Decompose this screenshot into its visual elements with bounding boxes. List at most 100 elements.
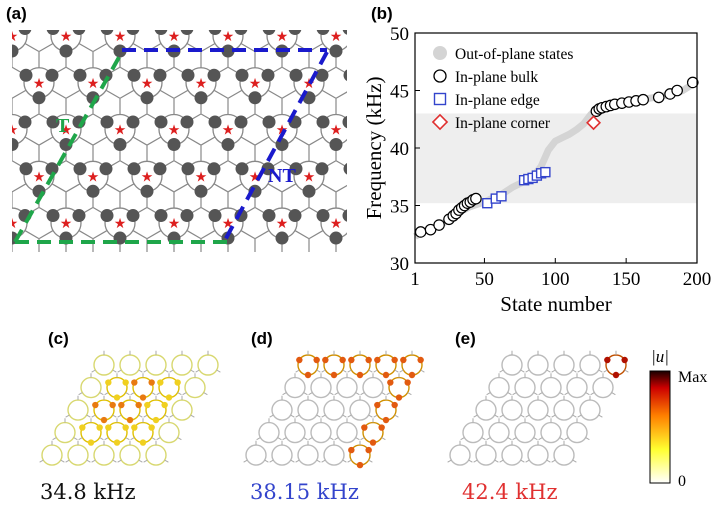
mode-ring <box>80 376 102 399</box>
mode-bond <box>164 369 169 373</box>
mode-bond <box>533 392 538 396</box>
mode-bond <box>460 437 465 441</box>
mode-ring <box>488 376 510 399</box>
mode-node <box>296 356 303 364</box>
mode-bond <box>559 437 564 441</box>
mode-bond <box>407 392 412 396</box>
mode-bond <box>551 459 556 463</box>
mode-bond <box>295 369 300 373</box>
mode-node <box>131 379 138 386</box>
mode-bond <box>130 392 135 396</box>
mode-node <box>100 416 108 424</box>
mode-node <box>374 356 381 364</box>
mode-ring <box>527 354 549 376</box>
mode-bond <box>60 459 65 463</box>
mode-bond <box>151 437 156 441</box>
colorbar-min: 0 <box>678 473 686 490</box>
mode-bond <box>164 414 169 418</box>
mode-node <box>365 446 372 454</box>
mode-bond <box>360 437 365 441</box>
mode-bond <box>78 392 83 396</box>
mode-bond <box>577 369 582 373</box>
mode-bond <box>499 414 504 418</box>
mode-bond <box>499 459 504 463</box>
mode-node <box>144 401 151 409</box>
mode-ring <box>271 399 293 421</box>
legend-marker-bulk <box>433 69 447 83</box>
mode-bond <box>151 392 156 396</box>
mode-ring <box>310 421 332 444</box>
mode-bond <box>481 437 486 441</box>
mode-bond <box>538 392 543 396</box>
mode-ring <box>119 354 141 376</box>
mode-ring <box>553 354 575 376</box>
mode-bond <box>342 414 347 418</box>
mode-bond <box>512 392 517 396</box>
legend-marker-out-of-plane <box>433 46 447 60</box>
legend-label-corner: In-plane corner <box>455 115 551 132</box>
mode-node <box>387 379 394 386</box>
mode-ring <box>145 354 167 376</box>
mode-lattice-c <box>39 350 221 466</box>
mode-bond <box>143 459 148 463</box>
mode-bond <box>572 369 577 373</box>
mode-bond <box>316 414 321 418</box>
mode-ring <box>184 376 206 399</box>
mode-bond <box>177 437 182 441</box>
mode-bond <box>329 392 334 396</box>
mode-ring <box>566 421 588 444</box>
mode-ring <box>336 421 358 444</box>
mode-node <box>161 401 168 409</box>
mode-bond <box>125 437 130 441</box>
mode-node <box>139 439 147 446</box>
mode-ring <box>462 421 484 444</box>
mode-node <box>322 356 329 364</box>
mode-bond <box>117 369 122 373</box>
mode-bond <box>91 369 96 373</box>
y-tick-label: 35 <box>390 197 409 218</box>
mode-bond <box>91 414 96 418</box>
mode-bond <box>624 369 629 373</box>
mode-bond <box>546 369 551 373</box>
mode-bond <box>572 414 577 418</box>
mode-bond <box>494 414 499 418</box>
mode-bond <box>368 369 373 373</box>
mode-bond <box>73 437 78 441</box>
mode-ring <box>553 444 575 466</box>
mode-bond <box>65 459 70 463</box>
mode-lattice-d <box>243 350 425 469</box>
mode-node <box>113 439 121 446</box>
mode-ring <box>514 421 536 444</box>
mode-node <box>378 424 385 431</box>
mode-bond <box>525 414 530 418</box>
mode-ring <box>323 444 345 466</box>
mode-bond <box>585 437 590 441</box>
panel-d-label: (d) <box>251 329 273 348</box>
mode-bond <box>368 459 373 463</box>
mode-ring <box>488 421 510 444</box>
mode-ring <box>284 421 306 444</box>
point-bulk <box>637 93 649 106</box>
x-tick-label: 150 <box>612 269 641 290</box>
mode-bond <box>603 369 608 373</box>
mode-ring <box>553 399 575 421</box>
mode-node <box>122 379 129 386</box>
mode-ring <box>527 444 549 466</box>
colorbar-max: Max <box>678 369 707 386</box>
mode-node <box>417 356 424 364</box>
mode-bond <box>334 437 339 441</box>
mode-bond <box>112 369 117 373</box>
mode-node <box>361 424 368 431</box>
mode-bond <box>546 414 551 418</box>
bandgap-band <box>415 113 697 204</box>
mode-node <box>408 371 416 379</box>
panel-b-label: (b) <box>371 4 393 23</box>
y-tick-label: 45 <box>390 82 409 103</box>
mode-ring <box>67 444 89 466</box>
y-tick-label: 30 <box>390 254 409 275</box>
mode-bond <box>156 437 161 441</box>
mode-node <box>339 356 346 364</box>
point-bulk <box>686 76 699 89</box>
mode-bond <box>494 459 499 463</box>
